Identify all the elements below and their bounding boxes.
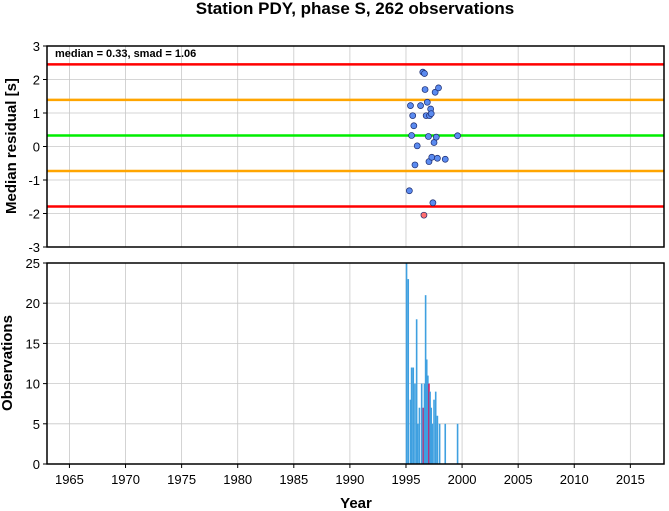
outlier-point xyxy=(420,211,428,219)
reference-lines xyxy=(47,63,664,208)
residual-point xyxy=(411,161,419,169)
observation-bar xyxy=(429,391,431,464)
observations-y-axis-label: Observations xyxy=(0,315,16,411)
observation-bar xyxy=(422,407,425,464)
residual-point xyxy=(428,153,436,161)
observation-bar xyxy=(434,391,437,464)
y-tick-label: 25 xyxy=(26,256,40,271)
residual-point xyxy=(431,88,439,96)
median-annotation: median = 0.33, smad = 1.06 xyxy=(55,48,196,60)
residual-point xyxy=(407,102,414,109)
residual-grid xyxy=(47,45,664,248)
y-tick-label: -2 xyxy=(28,207,40,222)
observation-bar xyxy=(427,375,429,464)
observation-bar xyxy=(425,359,428,464)
residual-y-ticks: -3 -2 -1 0 1 2 3 xyxy=(28,39,47,255)
residual-point xyxy=(425,133,432,140)
y-tick-label: 1 xyxy=(33,106,40,121)
residual-point xyxy=(427,110,435,118)
observations-panel-frame xyxy=(46,262,665,465)
x-tick-label: 1995 xyxy=(392,472,421,487)
x-tick-label: 2015 xyxy=(616,472,645,487)
observation-bar xyxy=(409,399,412,464)
residual-point xyxy=(421,86,429,93)
residual-point xyxy=(408,132,415,139)
chart-title: Station PDY, phase S, 262 observations xyxy=(196,0,514,18)
y-tick-label: 5 xyxy=(33,417,40,432)
observations-grid xyxy=(47,262,664,465)
observation-bar xyxy=(407,279,410,464)
observation-bar xyxy=(418,407,421,464)
residual-point xyxy=(441,155,449,163)
x-tick-label: 1985 xyxy=(279,472,308,487)
observation-bar xyxy=(424,295,427,464)
observation-bar xyxy=(436,415,439,464)
observation-bar xyxy=(433,399,435,464)
y-tick-label: 0 xyxy=(33,457,40,472)
observation-bar xyxy=(410,367,413,464)
y-tick-label: 15 xyxy=(26,336,40,351)
residual-y-axis-label: Median residual [s] xyxy=(3,78,20,214)
observation-bar xyxy=(431,423,434,464)
observation-bar xyxy=(438,423,441,464)
x-tick-label: 1990 xyxy=(335,472,364,487)
residual-points xyxy=(405,68,461,219)
residual-point xyxy=(432,133,440,141)
observation-bar xyxy=(430,407,433,464)
x-tick-label: 2005 xyxy=(504,472,533,487)
residual-point xyxy=(421,70,428,77)
y-tick-label: 3 xyxy=(33,39,40,54)
residual-point xyxy=(434,154,441,162)
residual-point xyxy=(409,112,417,120)
observation-bars xyxy=(405,263,459,464)
x-tick-label: 2000 xyxy=(448,472,477,487)
observation-bar xyxy=(444,423,447,464)
x-tick-label: 1980 xyxy=(223,472,252,487)
residual-point xyxy=(413,142,421,150)
year-x-ticks: 1965 1970 1975 1980 1985 1990 1995 2000 2005 2010… xyxy=(55,464,645,487)
year-x-axis-label: Year xyxy=(340,495,372,511)
residual-point xyxy=(410,122,418,130)
x-tick-label: 2010 xyxy=(560,472,589,487)
observation-bar xyxy=(405,263,408,464)
residual-panel: -3 -2 -1 0 1 2 3 median = 0.33, smad = 1.06 Me… xyxy=(3,39,665,255)
y-tick-label: 10 xyxy=(26,377,40,392)
residual-point xyxy=(417,102,424,109)
y-tick-label: 0 xyxy=(33,140,40,155)
observation-bar xyxy=(420,383,423,464)
observation-bar xyxy=(414,383,416,464)
y-tick-label: -1 xyxy=(28,173,40,188)
observation-bar xyxy=(428,383,430,464)
observation-bar xyxy=(412,367,415,464)
residual-point xyxy=(454,132,461,140)
residual-point xyxy=(429,199,437,207)
x-tick-label: 1970 xyxy=(111,472,140,487)
x-tick-label: 1975 xyxy=(167,472,196,487)
observation-bar xyxy=(415,319,418,464)
y-tick-label: -3 xyxy=(28,240,40,255)
residual-point xyxy=(405,187,413,195)
observation-bar xyxy=(416,423,419,464)
y-tick-label: 2 xyxy=(33,73,40,88)
observation-bar xyxy=(456,423,459,464)
observation-bar xyxy=(423,383,426,464)
residual-point xyxy=(423,98,431,106)
observations-panel: 0 5 10 15 20 25 1965 1970 1975 1980 1985 1990 1995 2… xyxy=(0,256,665,511)
residual-point xyxy=(435,84,442,92)
y-tick-label: 20 xyxy=(26,296,40,311)
x-tick-label: 1965 xyxy=(55,472,84,487)
observations-y-ticks: 0 5 10 15 20 25 xyxy=(26,256,47,472)
